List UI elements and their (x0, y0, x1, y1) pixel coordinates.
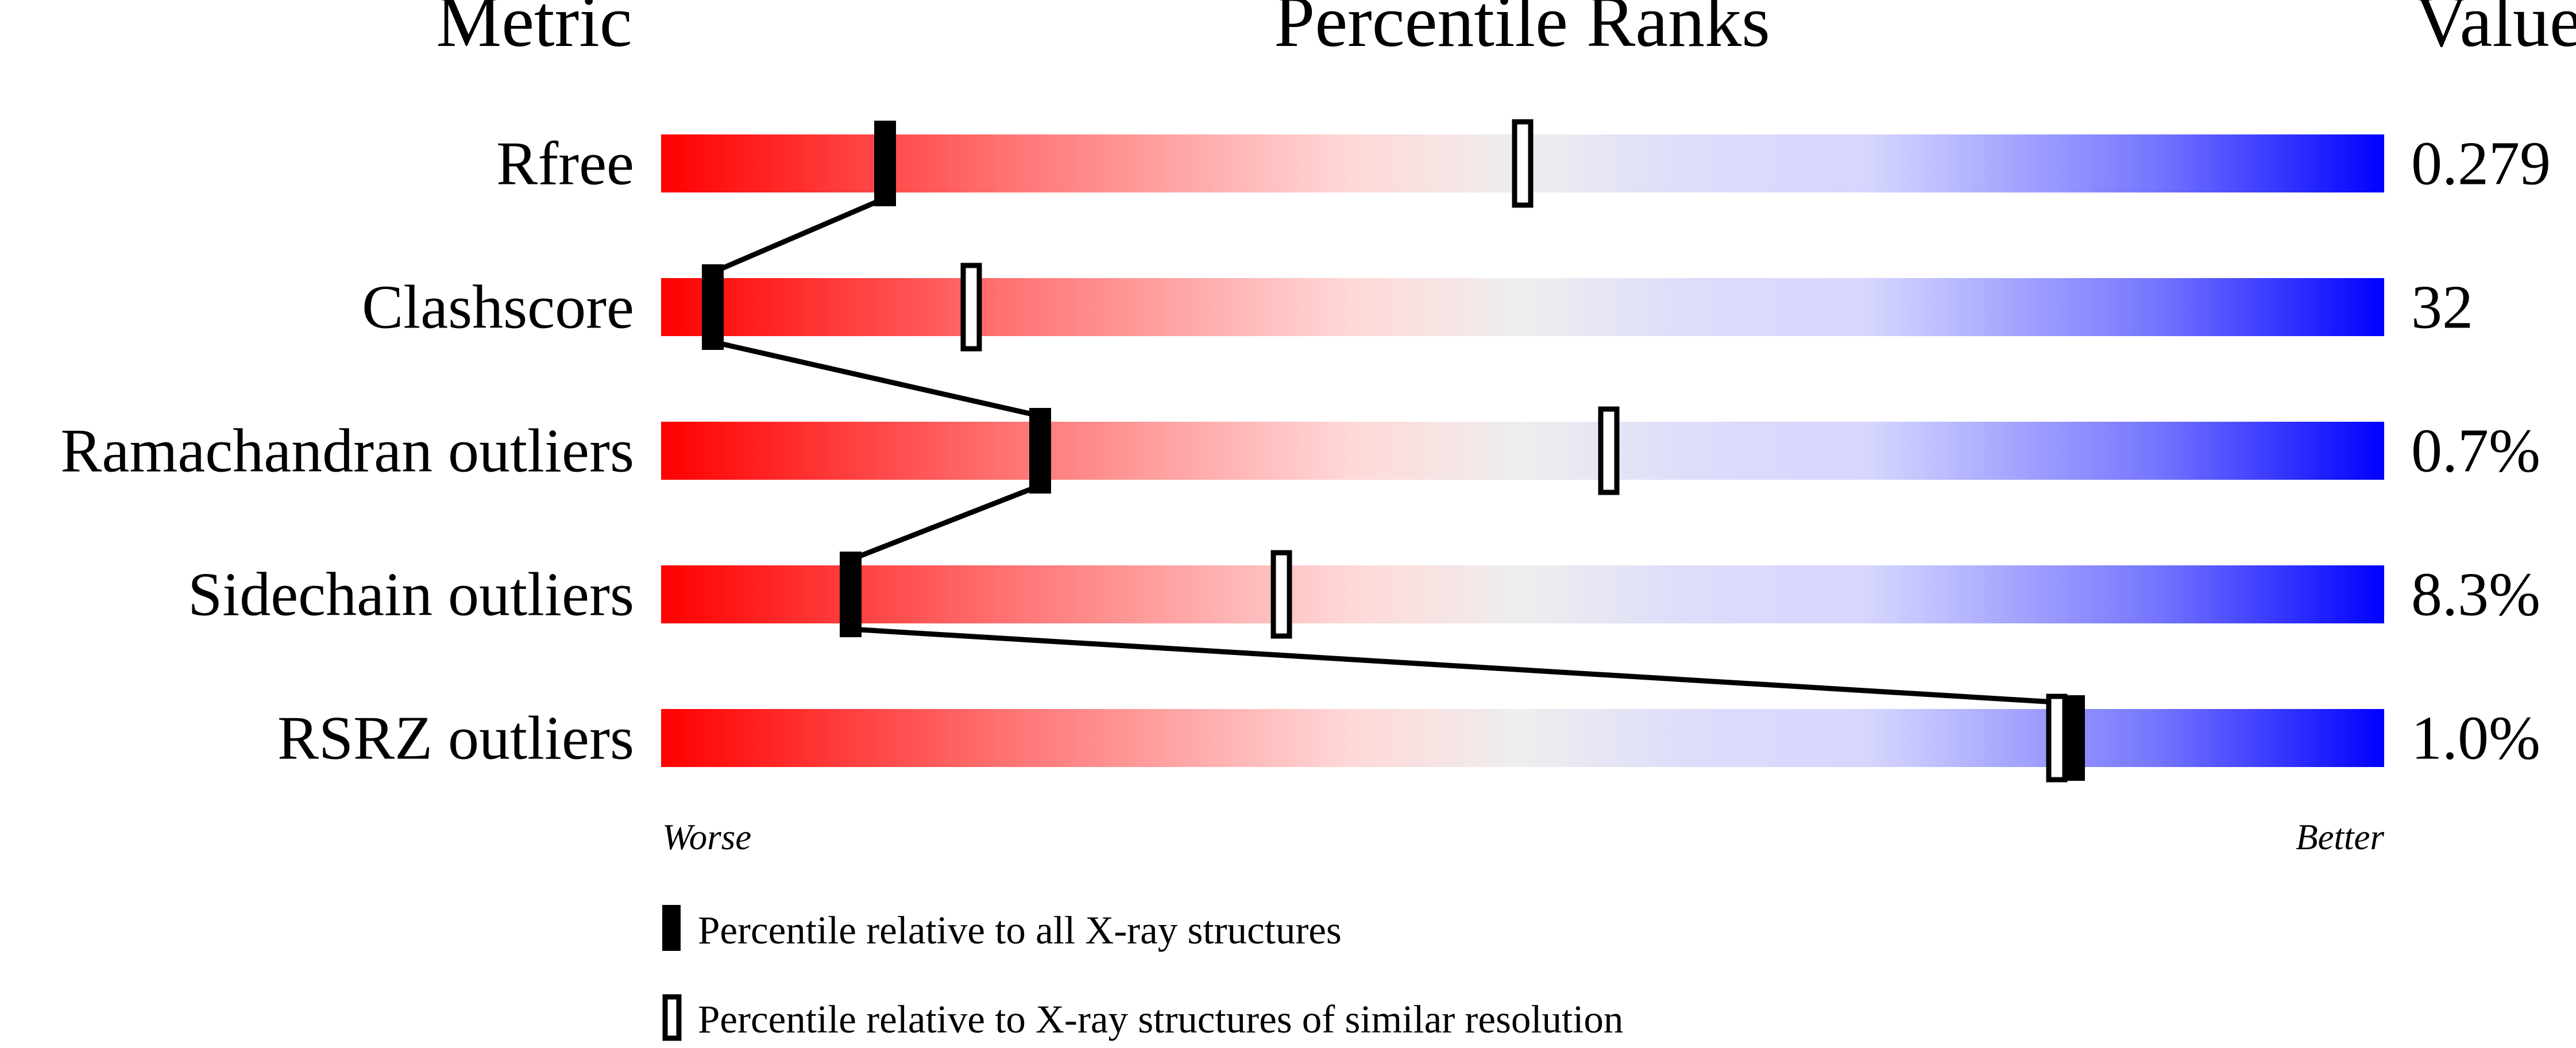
header-percentile-ranks: Percentile Ranks (1274, 0, 1770, 62)
similar-resolution-marker (960, 263, 982, 352)
similar-resolution-marker (1598, 406, 1620, 495)
similar-resolution-marker (1512, 119, 1534, 208)
all-structures-marker (2063, 695, 2085, 781)
all-structures-marker (840, 552, 862, 637)
all-structures-marker (874, 121, 896, 206)
similar-resolution-marker (1270, 550, 1292, 639)
all-structures-marker (702, 264, 724, 350)
percentile-bar (661, 422, 2384, 480)
metric-label: RSRZ outliers (277, 704, 634, 773)
percentile-bar (661, 278, 2384, 336)
metric-value: 1.0% (2411, 704, 2540, 773)
metric-value: 0.7% (2411, 417, 2540, 486)
metric-value: 8.3% (2411, 561, 2540, 629)
all-structures-marker (1029, 408, 1051, 494)
metric-label: Ramachandran outliers (60, 417, 634, 486)
metric-label: Sidechain outliers (188, 561, 634, 629)
metric-value: 0.279 (2411, 130, 2551, 198)
legend-all-label: Percentile relative to all X-ray structu… (698, 908, 1342, 952)
header-metric: Metric (436, 0, 632, 62)
legend-filled-marker (662, 905, 681, 951)
metric-label: Rfree (496, 130, 634, 198)
metric-value: 32 (2411, 273, 2473, 342)
better-label: Better (2296, 817, 2384, 857)
legend-open-marker (662, 994, 682, 1041)
legend-similar-label: Percentile relative to X-ray structures … (698, 997, 1623, 1041)
similar-resolution-marker (2046, 693, 2068, 783)
metric-label: Clashscore (362, 273, 634, 342)
percentile-bar (661, 709, 2384, 767)
header-value: Value (2415, 0, 2576, 62)
percentile-bar (661, 565, 2384, 623)
worse-label: Worse (662, 817, 751, 857)
